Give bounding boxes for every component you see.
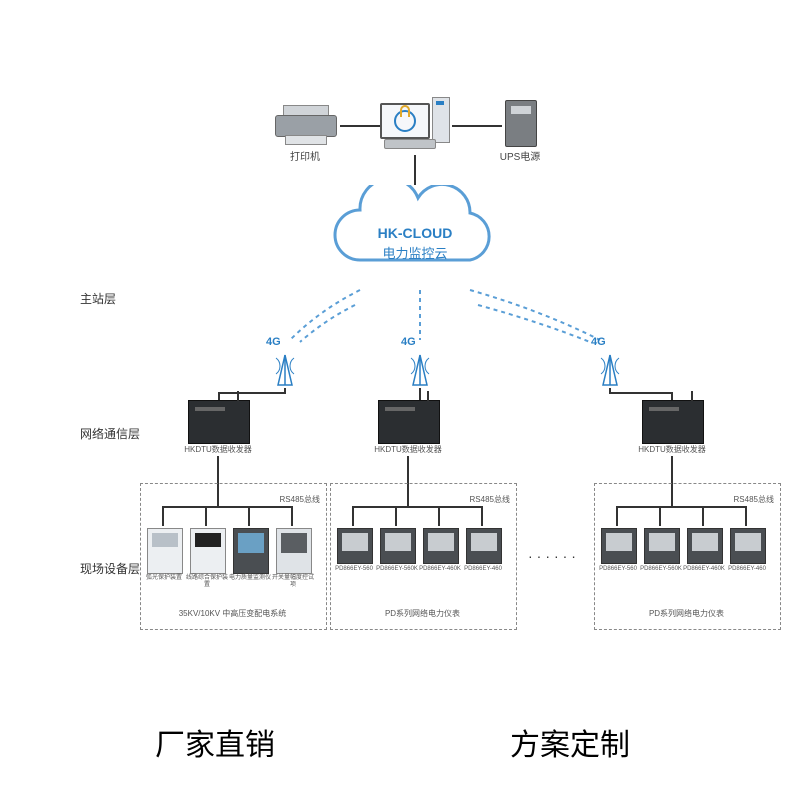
g3-dev4-lbl: PD866EY-460 [725, 566, 769, 572]
cloud-text1: HK-CLOUD [360, 225, 470, 241]
g2-dev1-lbl: PD866EY-560 [332, 566, 376, 572]
g1-dev2 [190, 528, 226, 574]
ant3-v [671, 392, 673, 400]
dtu-3-label: HKDTU数据收发器 [632, 444, 712, 455]
g2-dev2-lbl: PD866EY-560K [375, 566, 419, 572]
g1-d2 [205, 506, 207, 526]
g2-dev3 [423, 528, 459, 564]
g2-d1 [352, 506, 354, 526]
printer-device [275, 105, 335, 143]
ant1-v [218, 392, 220, 400]
g3-rs485: RS485总线 [714, 494, 774, 505]
line-pc-cloud [414, 155, 416, 185]
ant3-h [609, 392, 673, 394]
g3-bus [616, 506, 746, 508]
dtu-3 [642, 400, 704, 444]
g3-dev2 [644, 528, 680, 564]
wave-right [460, 280, 620, 360]
layer-field-label: 现场设备层 [80, 560, 140, 577]
pc-device [380, 95, 450, 150]
g3-system: PD系列网络电力仪表 [594, 608, 779, 619]
g1-system: 35KV/10KV 中高压变配电系统 [140, 608, 325, 619]
ups-label: UPS电源 [490, 148, 550, 163]
dtu-1 [188, 400, 250, 444]
g1-d1 [162, 506, 164, 526]
g1-dev1 [147, 528, 183, 574]
g1-rs485: RS485总线 [260, 494, 320, 505]
g2-dev4-lbl: PD866EY-460 [461, 566, 505, 572]
g3-dev1 [601, 528, 637, 564]
g3-dev4 [730, 528, 766, 564]
g3-dev1-lbl: PD866EY-560 [596, 566, 640, 572]
ant1-h [218, 392, 286, 394]
cloud-text2: 电力监控云 [360, 243, 470, 262]
g1-dev4 [276, 528, 312, 574]
layer-network-label: 网络通信层 [80, 425, 140, 442]
g3-d3 [702, 506, 704, 526]
g2-bus [352, 506, 482, 508]
g1-dev1-lbl: 弧光保护装置 [142, 575, 186, 582]
g1-dev2-lbl: 线路综合保护装置 [185, 575, 229, 588]
g1-bus [162, 506, 292, 508]
g2-dev3-lbl: PD866EY-460K [418, 566, 462, 572]
g1-dev3 [233, 528, 269, 574]
g2-d2 [395, 506, 397, 526]
g1-d4 [291, 506, 293, 526]
line-printer-pc [340, 125, 380, 127]
g3-dev2-lbl: PD866EY-560K [639, 566, 683, 572]
dtu-2-label: HKDTU数据收发器 [368, 444, 448, 455]
wave-left [260, 280, 380, 360]
line-pc-ups [452, 125, 502, 127]
ant2-v [419, 388, 421, 400]
g2-dev4 [466, 528, 502, 564]
g3-d2 [659, 506, 661, 526]
g2-d3 [438, 506, 440, 526]
footer-left: 厂家直销 [155, 720, 275, 764]
g3-dev3 [687, 528, 723, 564]
ups-device [505, 100, 537, 147]
g2-dev2 [380, 528, 416, 564]
g1-d3 [248, 506, 250, 526]
wave-mid [390, 285, 450, 355]
g3-d1 [616, 506, 618, 526]
g2-system: PD系列网络电力仪表 [330, 608, 515, 619]
g2-dev1 [337, 528, 373, 564]
dtu-2 [378, 400, 440, 444]
g2-rs485: RS485总线 [450, 494, 510, 505]
g3-d4 [745, 506, 747, 526]
g1-dev4-lbl: 开关量幅度控试项 [271, 575, 315, 588]
layer-main-label: 主站层 [80, 290, 116, 307]
printer-label: 打印机 [275, 148, 335, 163]
g1-dev3-lbl: 电力质量监测仪 [228, 575, 272, 582]
footer-right: 方案定制 [510, 720, 630, 764]
ellipsis: ······ [528, 548, 580, 564]
g3-dev3-lbl: PD866EY-460K [682, 566, 726, 572]
dtu-1-label: HKDTU数据收发器 [178, 444, 258, 455]
g2-d4 [481, 506, 483, 526]
